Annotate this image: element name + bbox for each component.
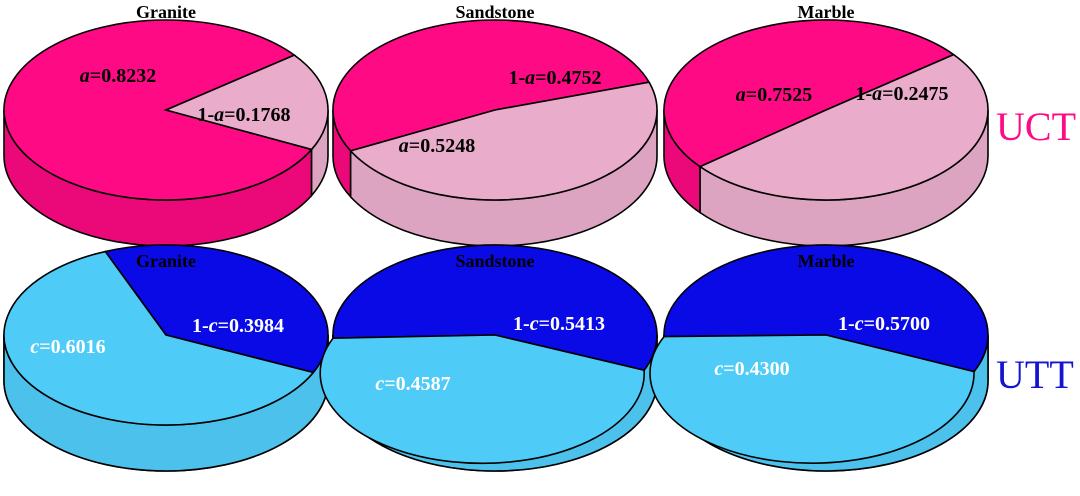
pie-marble-uct: Marble a=0.7525 1-a=0.2475	[663, 2, 989, 247]
pie-slice-complement	[319, 334, 645, 465]
slice-label: c=0.4587	[375, 373, 450, 395]
slice-label: a=0.8232	[80, 65, 156, 87]
pie-title: Marble	[798, 251, 855, 271]
pie-slice-complement	[698, 53, 989, 201]
pie-granite-uct: Granite a=0.8232 1-a=0.1768	[3, 2, 329, 247]
pie-granite-utt: Granite c=0.6016 1-c=0.3984	[3, 244, 329, 472]
pie-title: Granite	[136, 251, 196, 271]
pie-title: Sandstone	[455, 251, 534, 271]
pie-slice-complement	[649, 334, 975, 464]
pie-slice-complement	[349, 81, 658, 201]
row-label-utt: UTT	[996, 352, 1074, 397]
pie-slice-main	[663, 19, 956, 168]
slice-label: 1-a=0.4752	[508, 67, 601, 89]
row-label-uct: UCT	[996, 104, 1076, 149]
pie-slice-main	[3, 19, 314, 201]
pie-sandstone-uct: Sandstone a=0.5248 1-a=0.4752	[332, 2, 658, 247]
slice-label: 1-c=0.5413	[513, 313, 605, 335]
pie-title: Sandstone	[455, 2, 534, 22]
pie-slice-main	[103, 244, 329, 374]
pie-title: Marble	[798, 2, 855, 22]
slice-label: a=0.7525	[736, 84, 812, 106]
slice-label: a=0.5248	[399, 135, 475, 157]
pie-marble-utt: Marble c=0.4300 1-c=0.5700	[649, 244, 989, 472]
slice-label: c=0.6016	[30, 336, 105, 358]
slice-label: 1-a=0.2475	[855, 83, 948, 105]
pie-sandstone-utt: Sandstone c=0.4587 1-c=0.5413	[319, 244, 658, 472]
pie-slice-complement	[163, 54, 329, 151]
pie-slice-main	[332, 244, 658, 372]
pie-slice-main	[663, 244, 989, 373]
slice-label: 1-c=0.3984	[192, 315, 284, 337]
slice-label: 1-c=0.5700	[838, 313, 930, 335]
slice-label: c=0.4300	[714, 358, 789, 380]
slice-label: 1-a=0.1768	[197, 104, 290, 126]
pie-slice-main	[332, 19, 651, 152]
pie-title: Granite	[136, 2, 196, 22]
pie-slice-complement	[3, 250, 315, 426]
